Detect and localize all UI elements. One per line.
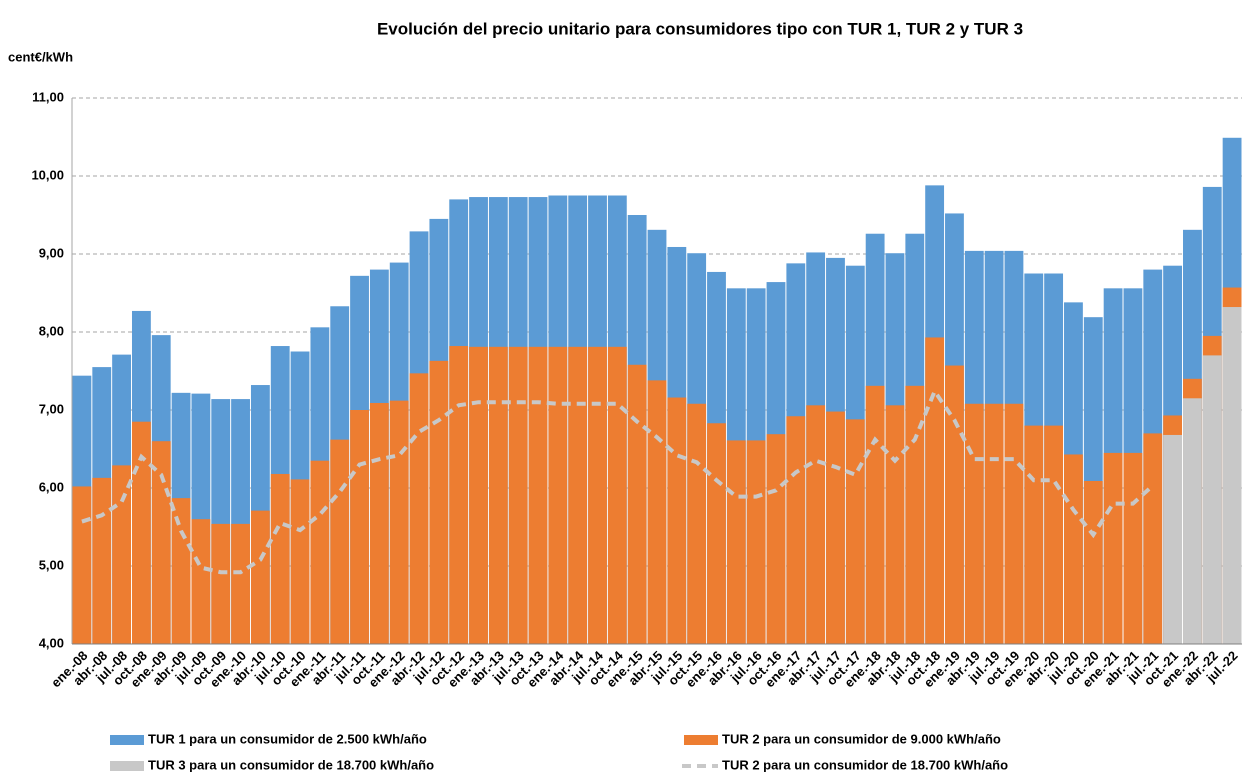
- bar: [1163, 434, 1183, 644]
- bar: [1222, 307, 1242, 644]
- bar: [211, 523, 231, 644]
- bar: [607, 346, 627, 644]
- bar: [290, 479, 310, 644]
- bar: [964, 403, 984, 644]
- bar: [845, 419, 865, 644]
- bar: [1083, 480, 1103, 644]
- y-tick-label: 6,00: [39, 479, 64, 494]
- y-tick-label: 7,00: [39, 401, 64, 416]
- bar: [488, 346, 508, 644]
- legend-label: TUR 3 para un consumidor de 18.700 kWh/a…: [148, 757, 434, 772]
- bar: [1024, 425, 1044, 644]
- bar: [865, 385, 885, 644]
- bar: [389, 400, 409, 644]
- bar: [72, 486, 92, 644]
- y-axis-label: cent€/kWh: [8, 49, 73, 64]
- bar: [806, 405, 826, 644]
- bar: [191, 519, 211, 644]
- bar: [469, 346, 488, 644]
- bar: [746, 440, 766, 644]
- legend-label: TUR 2 para un consumidor de 9.000 kWh/añ…: [722, 731, 1001, 746]
- bar: [1123, 452, 1143, 644]
- y-tick-label: 5,00: [39, 557, 64, 572]
- bar: [449, 346, 469, 644]
- bar: [925, 337, 945, 644]
- bar: [369, 402, 389, 644]
- y-tick-label: 11,00: [32, 89, 64, 104]
- bar: [429, 360, 449, 644]
- bar: [885, 405, 905, 644]
- bar: [350, 410, 369, 644]
- bar: [270, 473, 290, 644]
- bar: [1044, 425, 1064, 644]
- bar: [151, 441, 171, 644]
- bar: [786, 416, 806, 644]
- legend-label: TUR 1 para un consumidor de 2.500 kWh/añ…: [148, 731, 427, 746]
- legend-label: TUR 2 para un consumidor de 18.700 kWh/a…: [722, 757, 1008, 772]
- bar: [231, 523, 250, 644]
- bar: [627, 364, 647, 644]
- bar: [508, 346, 528, 644]
- bar: [409, 373, 429, 644]
- bar: [171, 498, 191, 644]
- bar: [1143, 433, 1163, 644]
- bar: [1202, 355, 1222, 644]
- bar: [92, 477, 112, 644]
- chart-title: Evolución del precio unitario para consu…: [377, 19, 1023, 38]
- bar: [1064, 454, 1083, 644]
- bar: [647, 380, 667, 644]
- bar: [330, 439, 350, 644]
- bar: [984, 403, 1004, 644]
- bar: [726, 440, 746, 644]
- bar: [766, 434, 786, 644]
- bar: [687, 403, 707, 644]
- bar: [310, 460, 330, 644]
- bar: [568, 346, 588, 644]
- bar: [588, 346, 607, 644]
- bar: [905, 385, 925, 644]
- bar: [826, 411, 845, 644]
- y-tick-label: 8,00: [39, 323, 64, 338]
- bar: [250, 510, 270, 644]
- bar: [945, 365, 964, 644]
- legend-swatch: [110, 735, 144, 745]
- bar: [1103, 452, 1123, 644]
- line: [81, 387, 1155, 575]
- bar: [1183, 398, 1202, 644]
- bar: [667, 397, 687, 644]
- legend-swatch: [110, 761, 144, 771]
- bar: [548, 346, 568, 644]
- bar: [131, 421, 151, 644]
- bar: [707, 423, 726, 644]
- legend-swatch: [684, 735, 718, 745]
- y-tick-label: 4,00: [39, 635, 64, 650]
- bar: [1004, 403, 1024, 644]
- bar: [112, 465, 131, 644]
- y-tick-label: 10,00: [31, 167, 64, 182]
- y-tick-label: 9,00: [39, 245, 64, 260]
- bar: [528, 346, 548, 644]
